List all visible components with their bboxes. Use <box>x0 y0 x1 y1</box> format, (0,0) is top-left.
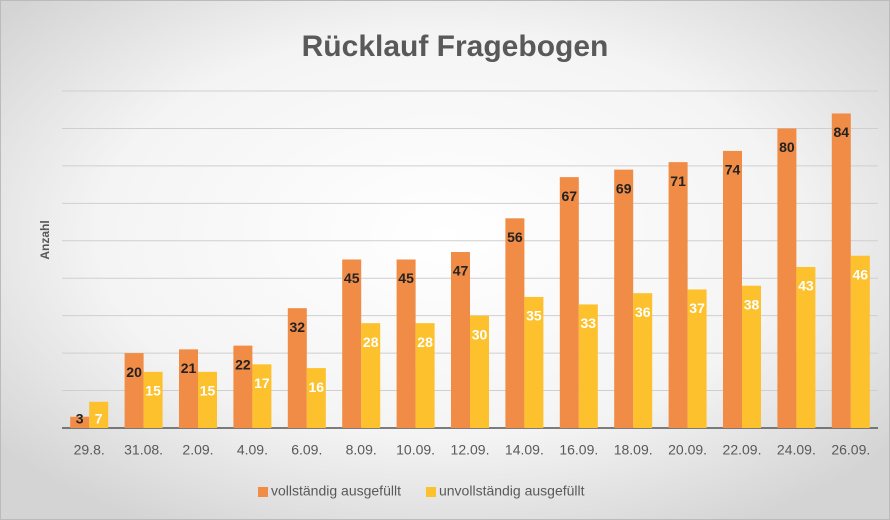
data-label: 15 <box>200 383 216 399</box>
bar <box>578 304 598 428</box>
x-tick-label: 2.09. <box>182 442 213 458</box>
bar <box>742 285 761 428</box>
bar <box>777 128 797 428</box>
data-label: 30 <box>472 326 488 342</box>
bar <box>415 323 435 428</box>
bar <box>470 315 489 428</box>
data-label: 67 <box>562 188 578 204</box>
data-label: 32 <box>290 319 306 335</box>
bar <box>252 364 272 428</box>
bar <box>233 345 253 428</box>
x-tick-label: 4.09. <box>237 442 268 458</box>
x-tick-label: 6.09. <box>291 442 322 458</box>
legend-swatch <box>258 487 268 497</box>
bar <box>524 296 544 428</box>
data-label: 84 <box>834 124 850 140</box>
bar <box>668 162 688 428</box>
data-label: 38 <box>744 296 760 312</box>
x-tick-label: 22.09. <box>723 442 762 458</box>
bar <box>89 401 109 428</box>
data-label: 20 <box>126 364 142 380</box>
bar <box>342 259 362 428</box>
bar <box>70 416 90 428</box>
bar <box>723 150 742 428</box>
x-tick-label: 29.8. <box>74 442 105 458</box>
data-label: 28 <box>363 334 379 350</box>
data-label: 35 <box>526 308 542 324</box>
x-tick-label: 12.09. <box>451 442 490 458</box>
data-label: 15 <box>145 383 161 399</box>
legend-label: unvollständig ausgefüllt <box>439 483 585 499</box>
data-label: 74 <box>725 162 741 178</box>
data-label: 46 <box>853 266 869 282</box>
data-label: 45 <box>344 270 360 286</box>
data-label: 56 <box>507 229 523 245</box>
data-label: 3 <box>76 411 84 427</box>
data-label: 22 <box>235 356 251 372</box>
data-label: 80 <box>779 139 795 155</box>
bar <box>124 353 144 428</box>
data-label: 69 <box>616 180 632 196</box>
bar <box>361 323 381 428</box>
bar <box>198 371 217 428</box>
x-tick-label: 24.09. <box>777 442 816 458</box>
legend-label: vollständig ausgefüllt <box>271 483 401 499</box>
bar <box>633 293 653 428</box>
bar <box>396 259 416 428</box>
bar <box>505 218 525 428</box>
bar <box>451 252 470 428</box>
bar <box>614 169 634 428</box>
x-tick-label: 14.09. <box>505 442 544 458</box>
data-label: 21 <box>181 360 197 376</box>
bar <box>559 177 579 428</box>
bar <box>796 266 816 428</box>
legend-swatch <box>425 487 436 497</box>
data-label: 17 <box>254 375 270 391</box>
data-label: 45 <box>398 270 414 286</box>
x-tick-label: 18.09. <box>614 442 653 458</box>
data-label: 16 <box>309 379 325 395</box>
bar <box>306 368 326 428</box>
bar <box>687 289 707 428</box>
x-tick-label: 10.09. <box>396 442 435 458</box>
bar <box>850 255 870 428</box>
x-tick-label: 26.09. <box>831 442 870 458</box>
data-label: 43 <box>798 278 814 294</box>
x-tick-label: 8.09. <box>346 442 377 458</box>
bar <box>287 308 307 428</box>
chart-title: Rücklauf Fragebogen <box>302 30 609 63</box>
bar <box>831 113 851 428</box>
x-tick-label: 31.08. <box>124 442 163 458</box>
data-label: 28 <box>417 334 433 350</box>
data-label: 37 <box>689 300 705 316</box>
bar <box>143 371 163 428</box>
data-label: 36 <box>635 304 651 320</box>
data-label: 7 <box>95 411 103 427</box>
data-label: 71 <box>670 173 686 189</box>
y-axis-label: Anzahl <box>38 220 52 259</box>
bar <box>179 349 198 428</box>
x-tick-label: 16.09. <box>559 442 598 458</box>
data-label: 47 <box>453 263 469 279</box>
data-label: 33 <box>581 315 597 331</box>
x-tick-label: 20.09. <box>668 442 707 458</box>
